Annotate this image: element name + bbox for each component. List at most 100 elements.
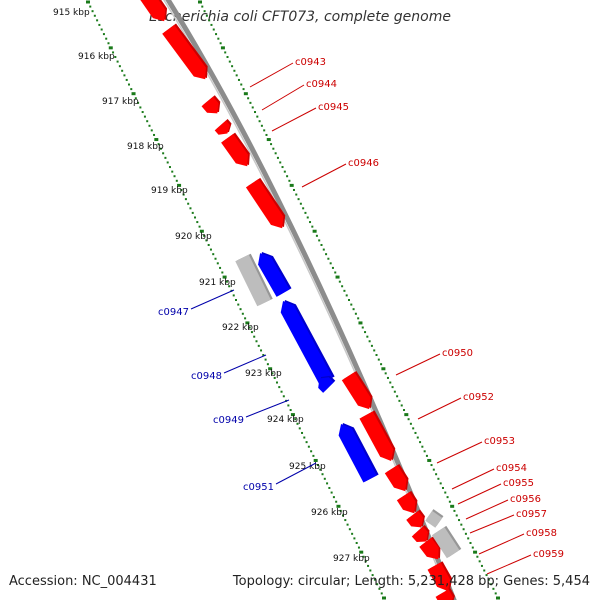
minor-tick (311, 225, 314, 228)
minor-tick (339, 509, 342, 512)
minor-tick (357, 546, 360, 549)
forward-gene-label: c0943 (295, 57, 326, 68)
gene-labels: c0943 c0944 c0945 c0946 c0950 c0952 c0953 c0954… (158, 57, 564, 575)
minor-tick (157, 143, 160, 146)
minor-tick (398, 399, 401, 402)
minor-tick (352, 308, 355, 311)
minor-tick (439, 482, 442, 485)
major-tick (496, 596, 500, 600)
minor-tick (338, 280, 341, 283)
forward-gene-label: c0959 (533, 549, 564, 560)
minor-tick (432, 468, 435, 471)
minor-tick (295, 193, 298, 196)
minor-tick (240, 83, 243, 86)
minor-tick (480, 564, 483, 567)
gene-features (140, 0, 462, 600)
minor-tick (239, 308, 242, 311)
minor-tick (237, 303, 240, 306)
minor-tick (485, 574, 488, 577)
minor-tick (494, 592, 497, 595)
minor-tick (326, 482, 329, 485)
minor-tick (373, 349, 376, 352)
major-tick (404, 413, 409, 417)
minor-tick (289, 409, 292, 412)
minor-tick (386, 376, 389, 379)
minor-tick (244, 317, 247, 320)
minor-tick (476, 555, 479, 558)
minor-tick (351, 532, 354, 535)
minor-tick (364, 560, 367, 563)
minor-tick (276, 156, 279, 159)
kbp-tick-label: 924 kbp (267, 415, 304, 425)
gene-leader-line (417, 397, 462, 420)
minor-tick (403, 409, 406, 412)
minor-tick (448, 500, 451, 503)
minor-tick (257, 344, 260, 347)
gene-leader-line (451, 468, 495, 490)
minor-tick (219, 42, 222, 45)
forward-gene-arrow (221, 132, 250, 167)
minor-tick (376, 583, 379, 586)
minor-tick (315, 234, 318, 237)
forward-gene-arrow (435, 588, 455, 600)
minor-tick (407, 418, 410, 421)
major-tick (382, 596, 386, 600)
minor-tick (233, 69, 236, 72)
minor-tick (265, 133, 268, 136)
minor-tick (205, 14, 208, 17)
minor-tick (318, 239, 321, 242)
minor-tick (341, 285, 344, 288)
minor-tick (175, 179, 178, 182)
minor-tick (201, 5, 204, 8)
minor-tick (348, 299, 350, 301)
reverse-gene-arrow (258, 252, 292, 297)
minor-tick (462, 528, 465, 531)
minor-tick (297, 198, 300, 201)
major-tick (473, 550, 478, 554)
minor-tick (301, 431, 304, 434)
reverse-gene-arrow (338, 423, 379, 483)
minor-tick (241, 312, 244, 315)
minor-tick (219, 266, 222, 269)
minor-tick (235, 299, 237, 301)
minor-tick (353, 537, 356, 540)
minor-tick (116, 60, 119, 63)
forward-gene-label: c0952 (463, 392, 494, 403)
minor-tick (362, 555, 365, 558)
minor-tick (298, 427, 301, 430)
minor-tick (224, 51, 227, 54)
minor-tick (357, 317, 360, 320)
minor-tick (107, 42, 110, 45)
minor-tick (217, 37, 220, 40)
minor-tick (303, 436, 306, 439)
minor-tick (487, 578, 490, 581)
minor-tick (256, 115, 259, 118)
minor-tick (93, 14, 96, 17)
major-tick (289, 183, 294, 187)
major-tick (381, 367, 386, 371)
minor-tick (121, 69, 124, 72)
minor-tick (329, 262, 332, 265)
minor-tick (332, 496, 335, 499)
minor-tick (208, 19, 211, 22)
minor-tick (286, 175, 289, 178)
minor-tick (263, 129, 266, 132)
minor-tick (250, 331, 253, 334)
major-tick (108, 46, 113, 50)
minor-tick (310, 450, 313, 453)
minor-tick (287, 404, 290, 407)
minor-tick (275, 381, 278, 384)
minor-tick (478, 560, 481, 563)
minor-tick (89, 5, 92, 8)
minor-tick (319, 468, 322, 471)
minor-tick (232, 294, 235, 297)
minor-tick (348, 528, 351, 531)
major-tick (154, 138, 159, 142)
minor-tick (215, 33, 218, 36)
forward-gene-label: c0955 (503, 478, 534, 489)
minor-tick (105, 37, 108, 40)
minor-tick (367, 564, 370, 567)
minor-tick (203, 10, 206, 13)
major-tick (335, 275, 340, 279)
